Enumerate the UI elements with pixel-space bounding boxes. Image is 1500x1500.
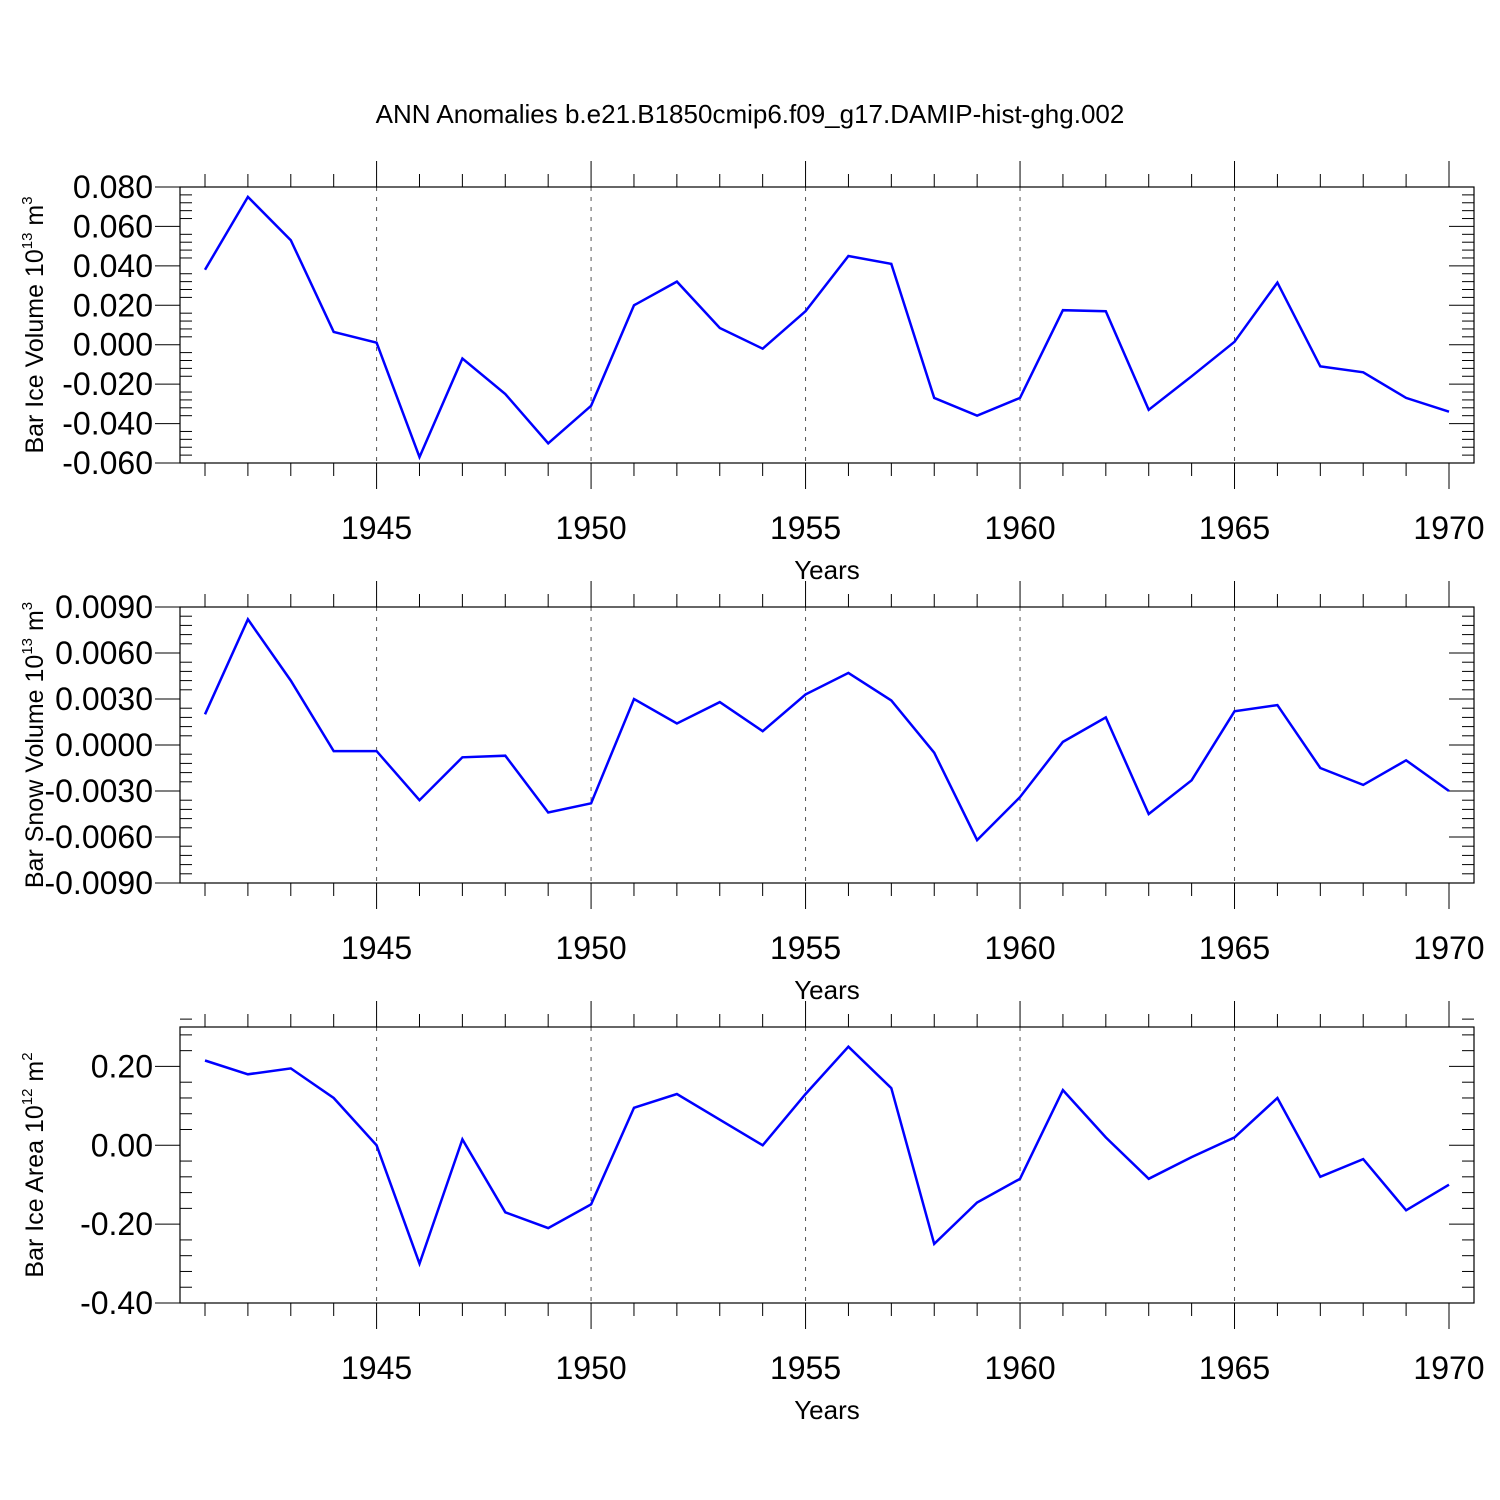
ice-volume-xtick-label: 1950 [555, 510, 626, 546]
ice-area-frame [179, 1026, 1475, 1304]
ice-volume-ytick-label: -0.060 [62, 445, 153, 481]
ice-area-ylabel-part: Bar Ice Area 10 [21, 1105, 49, 1277]
snow-volume-ytick-label: 0.0090 [55, 589, 153, 625]
snow-volume-ytick-label: 0.0000 [55, 727, 153, 763]
snow-volume-ylabel-part: 3 [19, 602, 36, 610]
snow-volume-ylabel: Bar Snow Volume 1013 m3 [19, 602, 49, 888]
ice-area-xtick-label: 1960 [984, 1350, 1055, 1386]
snow-volume-ylabel-part: Bar Snow Volume 10 [21, 655, 49, 888]
snow-volume-ytick-label: -0.0090 [44, 865, 153, 901]
ice-volume-xlabel: Years [794, 555, 860, 585]
snow-volume-xlabel: Years [794, 975, 860, 1005]
ice-area-series-line [204, 1044, 1450, 1268]
ice-area-xtick-label: 1965 [1199, 1350, 1270, 1386]
ice-volume-ytick-label: 0.060 [73, 208, 153, 244]
snow-volume-ytick-label: -0.0060 [44, 819, 153, 855]
ice-area-xtick-label: 1945 [341, 1350, 412, 1386]
snow-volume-series-line [203, 616, 1450, 843]
panel-ice-area: -0.40 -0.20 0.00 0.20 1945 1950 1955 1960 1965 19… [19, 1001, 1485, 1425]
snow-volume-xtick-label: 1965 [1199, 930, 1270, 966]
ice-area-ylabel-part: 2 [19, 1052, 36, 1060]
ice-volume-frame [179, 186, 1475, 464]
snow-volume-ytick-label: 0.0030 [55, 681, 153, 717]
snow-volume-xtick-label: 1960 [984, 930, 1055, 966]
ice-volume-ytick-label: 0.080 [73, 169, 153, 205]
ice-volume-ytick-label: 0.000 [73, 327, 153, 363]
snow-volume-xtick-label: 1955 [770, 930, 841, 966]
snow-volume-frame [179, 606, 1475, 884]
ice-volume-ytick-label: 0.040 [73, 248, 153, 284]
ice-area-ylabel: Bar Ice Area 1012 m2 [19, 1052, 49, 1277]
figure-title: ANN Anomalies b.e21.B1850cmip6.f09_g17.D… [376, 99, 1125, 129]
snow-volume-ylabel-part: m [21, 610, 49, 638]
ice-volume-xtick-label: 1945 [341, 510, 412, 546]
ice-volume-ylabel-part: 3 [19, 196, 36, 204]
ice-volume-ytick-label: 0.020 [73, 287, 153, 323]
snow-volume-xtick-label: 1970 [1413, 930, 1484, 966]
ice-area-ylabel-part: m [21, 1061, 49, 1089]
ice-volume-xtick-label: 1960 [984, 510, 1055, 546]
ice-area-ylabel-part: 12 [19, 1089, 36, 1106]
ice-volume-ylabel-part: 13 [19, 233, 36, 250]
ice-area-xtick-label: 1970 [1413, 1350, 1484, 1386]
ice-area-ytick-label: -0.40 [80, 1285, 153, 1321]
ice-volume-ylabel: Bar Ice Volume 1013 m3 [19, 196, 49, 453]
snow-volume-xtick-label: 1950 [555, 930, 626, 966]
ice-volume-ylabel-part: Bar Ice Volume 10 [21, 249, 49, 453]
snow-volume-xtick-label: 1945 [341, 930, 412, 966]
ice-area-ytick-label: -0.20 [80, 1206, 153, 1242]
ice-area-xlabel: Years [794, 1395, 860, 1425]
ice-volume-series-line [203, 194, 1450, 461]
ice-volume-xtick-label: 1955 [770, 510, 841, 546]
ice-volume-ylabel-part: m [21, 205, 49, 233]
ice-volume-xtick-label: 1970 [1413, 510, 1484, 546]
ice-volume-ytick-label: -0.040 [62, 406, 153, 442]
ice-area-ytick-label: 0.20 [91, 1048, 153, 1084]
ice-area-ytick-label: 0.00 [91, 1127, 153, 1163]
panel-snow-volume: -0.0090 -0.0060 -0.0030 0.0000 0.0030 0.0060 0… [19, 581, 1485, 1005]
snow-volume-ytick-label: 0.0060 [55, 635, 153, 671]
ice-area-xtick-label: 1950 [555, 1350, 626, 1386]
ice-volume-ytick-label: -0.020 [62, 366, 153, 402]
ice-volume-xtick-label: 1965 [1199, 510, 1270, 546]
snow-volume-ytick-label: -0.0030 [44, 773, 153, 809]
snow-volume-ylabel-part: 13 [19, 638, 36, 655]
ice-area-xtick-label: 1955 [770, 1350, 841, 1386]
